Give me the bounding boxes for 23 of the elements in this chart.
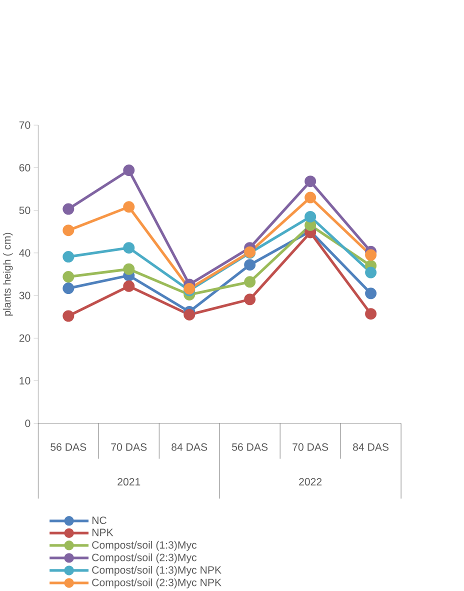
y-tick-label: 60	[20, 164, 30, 172]
text: 2021	[118, 478, 140, 486]
y-tick-label: 30	[19, 292, 30, 300]
text: 2022	[299, 478, 322, 486]
y-tick-label: 10	[20, 377, 30, 384]
y-tick-label: 40	[19, 249, 30, 257]
legend-label: Compost/soil (1:3)Myc	[92, 540, 197, 551]
x-tick-label: 56 DAS	[50, 443, 86, 451]
x-tick-label: 70 DAS	[292, 443, 328, 451]
x-tick-label: 84 DAS	[353, 443, 389, 451]
legend-label: Compost/soil (1:3)Myc NPK	[92, 566, 222, 576]
legend-label: Compost/soil (2:3)Myc	[92, 553, 197, 564]
y-tick-label: 20	[19, 334, 30, 342]
y-tick-label: 50	[19, 206, 30, 214]
y-tick-label: 0	[25, 420, 30, 428]
x-tick-label: 70 DAS	[111, 443, 147, 451]
x-tick-label: 56 DAS	[232, 443, 268, 451]
y-axis-title: plants heigh ( cm)	[3, 232, 13, 316]
legend-label: Compost/soil (2:3)Myc NPK	[92, 578, 222, 588]
legend-label: NPK	[92, 528, 114, 536]
y-tick-label: 70	[20, 121, 30, 129]
legend-label: NC	[92, 516, 107, 524]
x-tick-label: 84 DAS	[172, 443, 208, 451]
